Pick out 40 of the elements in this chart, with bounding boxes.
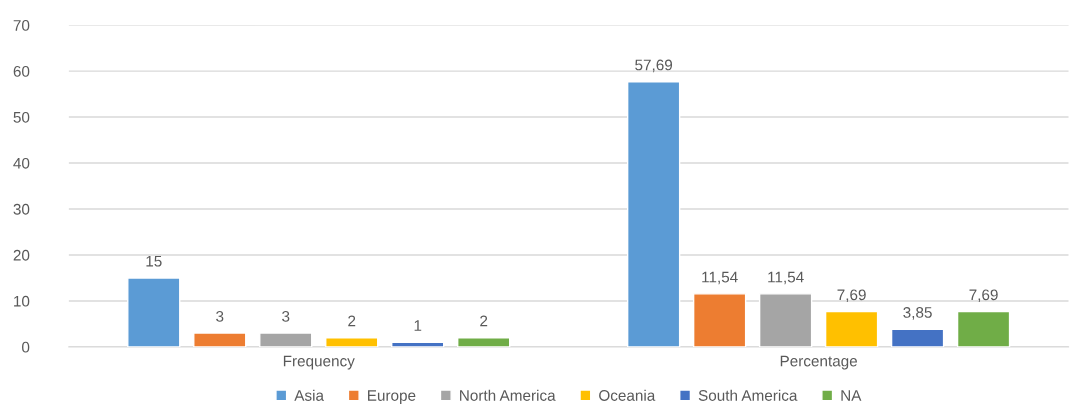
y-tick-label: 60 [13,65,30,77]
x-tick-label: Frequency [283,355,355,370]
legend-label: North America [460,389,556,401]
y-tick-label: 20 [13,249,30,261]
bar [259,332,313,347]
x-tick-label: Percentage [780,355,858,370]
y-tick-label: 30 [13,203,30,215]
legend-label: Oceania [599,389,656,401]
bar [127,277,181,347]
data-label: 3 [282,310,290,322]
bar [692,293,747,347]
data-label: 3 [216,310,224,322]
legend-label: NA [841,390,862,401]
data-label: 7,69 [837,289,866,303]
bar [457,337,511,347]
bar [758,293,813,347]
bar [824,310,879,347]
y-tick-label: 70 [13,20,30,31]
data-label: 2 [348,315,356,327]
data-label: 2 [480,315,488,327]
bar [956,310,1011,347]
bar [325,337,379,347]
y-tick-label: 50 [13,111,30,123]
legend-label: Asia [294,389,324,401]
bar [890,328,945,347]
y-tick-label: 40 [13,157,30,169]
bar [626,81,681,347]
bar [391,341,445,347]
y-tick-label: 10 [14,295,30,307]
data-label: 1 [414,320,422,331]
data-label: 11,54 [702,271,738,285]
y-tick-label: 0 [22,341,30,353]
data-label: 11,54 [768,271,804,285]
data-label: 7,69 [969,289,998,303]
legend-label: South America [698,389,798,401]
data-label: 15 [146,255,162,267]
bar [193,332,247,347]
data-label: 57,69 [635,59,673,73]
data-label: 3,85 [903,307,932,320]
legend-label: Europe [368,390,416,404]
